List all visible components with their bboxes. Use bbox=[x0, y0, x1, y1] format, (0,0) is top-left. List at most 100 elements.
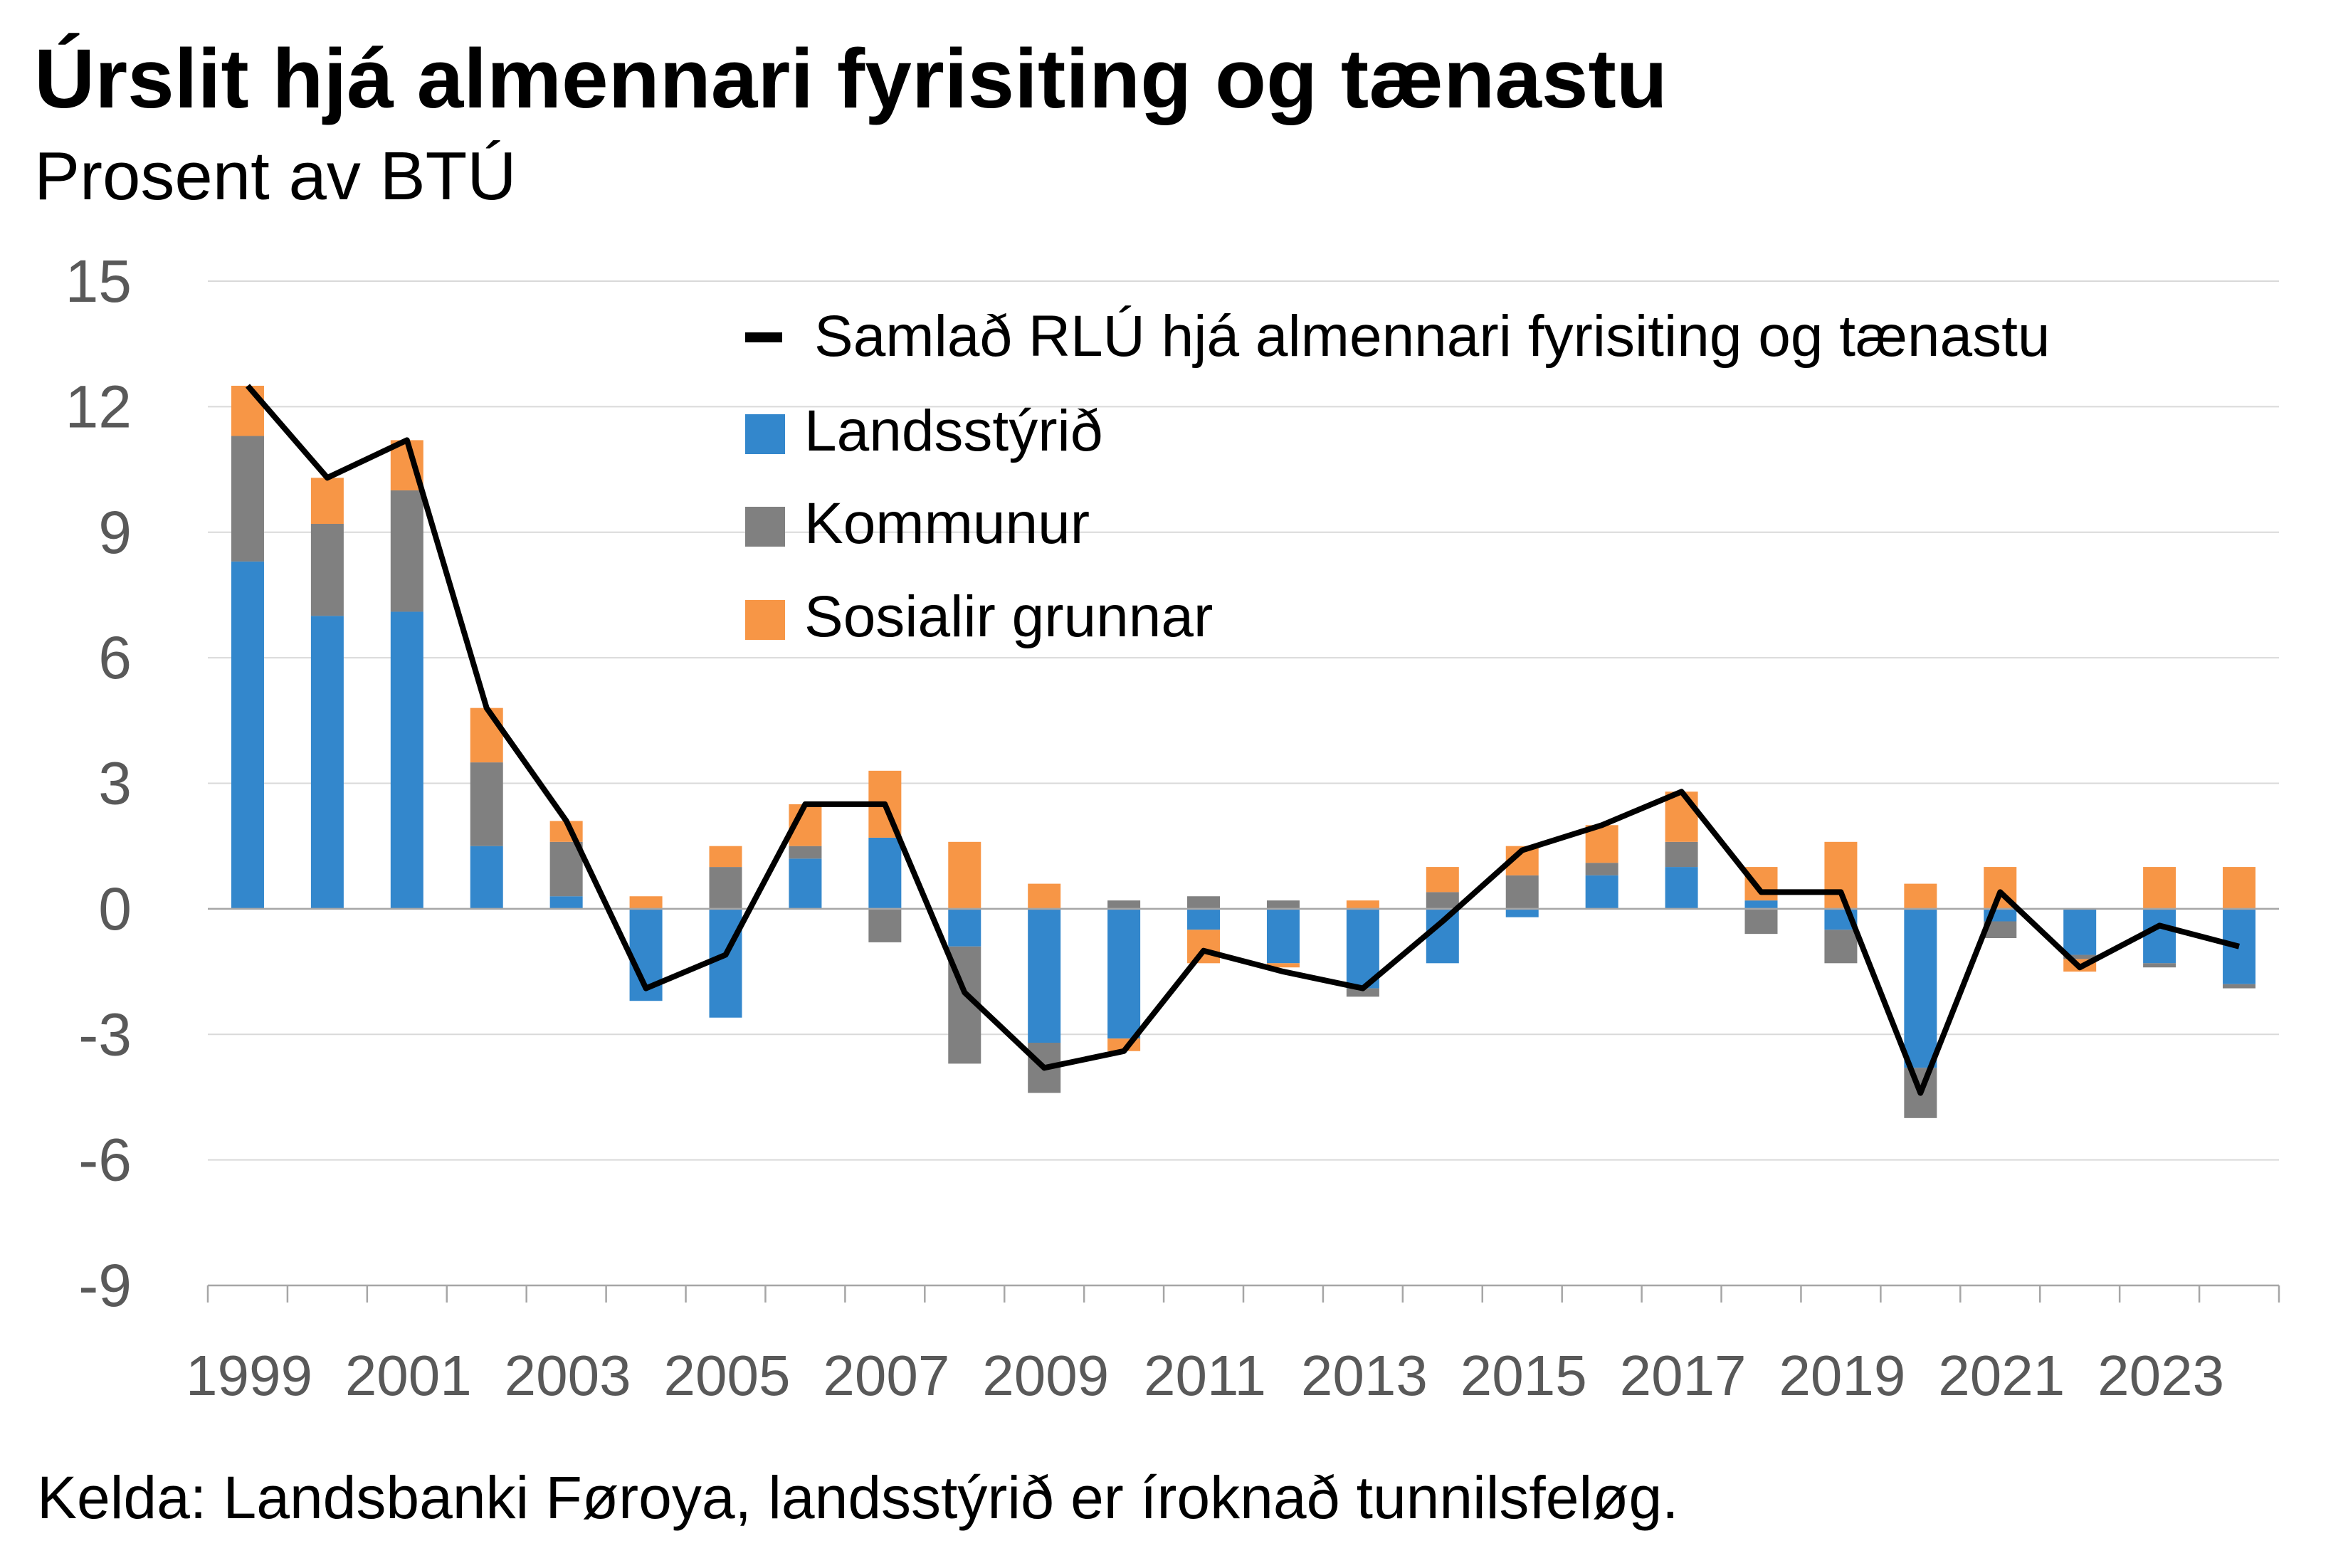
bar-kommunur bbox=[1585, 863, 1618, 875]
bar-sosialir bbox=[1266, 963, 1300, 968]
bar-landsstyrid bbox=[2063, 908, 2097, 955]
chart-subtitle: Prosent av BTÚ bbox=[34, 138, 517, 214]
bar-landsstyrid bbox=[390, 611, 423, 909]
source-note: Kelda: Landsbanki Føroya, landsstýrið er… bbox=[37, 1464, 1679, 1531]
bar-landsstyrid bbox=[1505, 908, 1539, 917]
bar-kommunur bbox=[310, 523, 344, 616]
legend-label-sosialir: Sosialir grunnar bbox=[804, 584, 1213, 649]
bar-sosialir bbox=[310, 478, 344, 524]
bar-kommunur bbox=[470, 762, 503, 846]
x-tick-label: 2013 bbox=[1301, 1344, 1428, 1407]
x-tick-label: 2003 bbox=[505, 1344, 631, 1407]
bar-landsstyrid bbox=[2143, 908, 2176, 964]
legend-swatch-line bbox=[745, 332, 782, 342]
bar-sosialir bbox=[1028, 883, 1061, 909]
legend-label-samlad: Samlað RLÚ hjá almennari fyrisiting og t… bbox=[814, 304, 2050, 369]
bar-kommunur bbox=[549, 841, 583, 897]
bar-landsstyrid bbox=[1346, 908, 1379, 989]
x-tick-label: 2023 bbox=[2097, 1344, 2224, 1407]
gridlines bbox=[208, 280, 2279, 1286]
x-tick-label: 2007 bbox=[823, 1344, 949, 1407]
bar-sosialir bbox=[470, 707, 503, 763]
bar-landsstyrid bbox=[1744, 900, 1778, 909]
bar-kommunur bbox=[390, 490, 423, 612]
y-tick-label: 0 bbox=[98, 875, 132, 942]
total-line bbox=[245, 384, 2241, 1096]
legend-swatch-sosialir bbox=[745, 600, 785, 640]
bar-landsstyrid bbox=[1426, 908, 1459, 964]
bar-sosialir bbox=[1744, 867, 1778, 901]
y-tick-label: 12 bbox=[65, 373, 132, 440]
x-tick-label: 2021 bbox=[1938, 1344, 2065, 1407]
bar-kommunur bbox=[709, 867, 742, 909]
bar-landsstyrid bbox=[1107, 908, 1141, 1039]
y-tick-label: -3 bbox=[78, 1001, 132, 1068]
bar-kommunur bbox=[1505, 875, 1539, 909]
x-tick-label: 2001 bbox=[345, 1344, 472, 1407]
bar-sosialir bbox=[1665, 791, 1698, 842]
y-tick-label: 6 bbox=[98, 624, 132, 691]
bar-sosialir bbox=[2223, 867, 2256, 909]
bar-landsstyrid bbox=[310, 616, 344, 909]
chart-title: Úrslit hjá almennari fyrisiting og tænas… bbox=[34, 32, 1668, 126]
y-tick-label: -6 bbox=[78, 1127, 132, 1194]
bar-kommunur bbox=[1744, 908, 1778, 935]
bar-kommunur bbox=[1187, 896, 1221, 909]
bar-kommunur bbox=[2223, 984, 2256, 989]
bar-landsstyrid bbox=[1665, 867, 1698, 909]
bar-kommunur bbox=[1266, 900, 1300, 909]
bar-kommunur bbox=[231, 436, 264, 562]
bar-landsstyrid bbox=[868, 837, 902, 909]
y-tick-label: -9 bbox=[78, 1252, 132, 1319]
x-axis bbox=[206, 907, 2280, 1303]
bar-kommunur bbox=[1346, 988, 1379, 997]
bar-sosialir bbox=[948, 841, 981, 909]
bar-landsstyrid bbox=[2223, 908, 2256, 984]
bar-landsstyrid bbox=[1585, 875, 1618, 909]
bar-sosialir bbox=[1187, 930, 1221, 964]
x-tick-label: 2011 bbox=[1144, 1344, 1266, 1407]
bar-landsstyrid bbox=[1028, 908, 1061, 1043]
bar-landsstyrid bbox=[549, 896, 583, 909]
bar-landsstyrid bbox=[709, 908, 742, 1018]
x-tick-label: 1999 bbox=[186, 1344, 312, 1407]
legend-label-landsstyrid: Landsstýrið bbox=[804, 399, 1102, 463]
bar-kommunur bbox=[1665, 841, 1698, 868]
bar-kommunur bbox=[2063, 954, 2097, 959]
legend-label-kommunur: Kommunur bbox=[804, 491, 1090, 556]
bar-kommunur bbox=[1824, 930, 1858, 964]
bar-sosialir bbox=[1426, 867, 1459, 893]
bar-kommunur bbox=[1984, 921, 2017, 939]
bar-landsstyrid bbox=[1187, 908, 1221, 930]
bar-kommunur bbox=[1426, 892, 1459, 909]
bar-landsstyrid bbox=[470, 846, 503, 909]
legend-swatch-kommunur bbox=[745, 507, 785, 547]
bar-kommunur bbox=[789, 846, 822, 859]
bar-sosialir bbox=[1904, 883, 1937, 909]
legend-swatch-landsstyrid bbox=[745, 414, 785, 454]
y-tick-label: 15 bbox=[65, 248, 132, 315]
y-axis-ticks: 15 12 9 6 3 0 -3 -6 -9 bbox=[65, 248, 132, 1319]
bar-sosialir bbox=[231, 385, 264, 436]
bar-sosialir bbox=[2143, 867, 2176, 909]
y-tick-label: 3 bbox=[98, 750, 132, 817]
line-samlad-rlu bbox=[245, 384, 2241, 1096]
bar-landsstyrid bbox=[1904, 908, 1937, 1068]
bar-landsstyrid bbox=[948, 908, 981, 947]
legend: Samlað RLÚ hjá almennari fyrisiting og t… bbox=[745, 304, 2050, 649]
bar-landsstyrid bbox=[231, 561, 264, 909]
x-tick-label: 2005 bbox=[664, 1344, 791, 1407]
x-tick-label: 2017 bbox=[1620, 1344, 1747, 1407]
y-tick-label: 9 bbox=[98, 499, 132, 566]
bar-kommunur bbox=[868, 908, 902, 942]
bar-kommunur bbox=[2143, 963, 2176, 968]
bar-landsstyrid bbox=[1266, 908, 1300, 964]
x-tick-label: 2015 bbox=[1460, 1344, 1587, 1407]
bar-sosialir bbox=[1346, 900, 1379, 909]
bar-landsstyrid bbox=[789, 858, 822, 909]
bar-kommunur bbox=[1107, 900, 1141, 909]
x-tick-label: 2009 bbox=[982, 1344, 1109, 1407]
bar-sosialir bbox=[709, 846, 742, 868]
bar-sosialir bbox=[629, 896, 663, 909]
